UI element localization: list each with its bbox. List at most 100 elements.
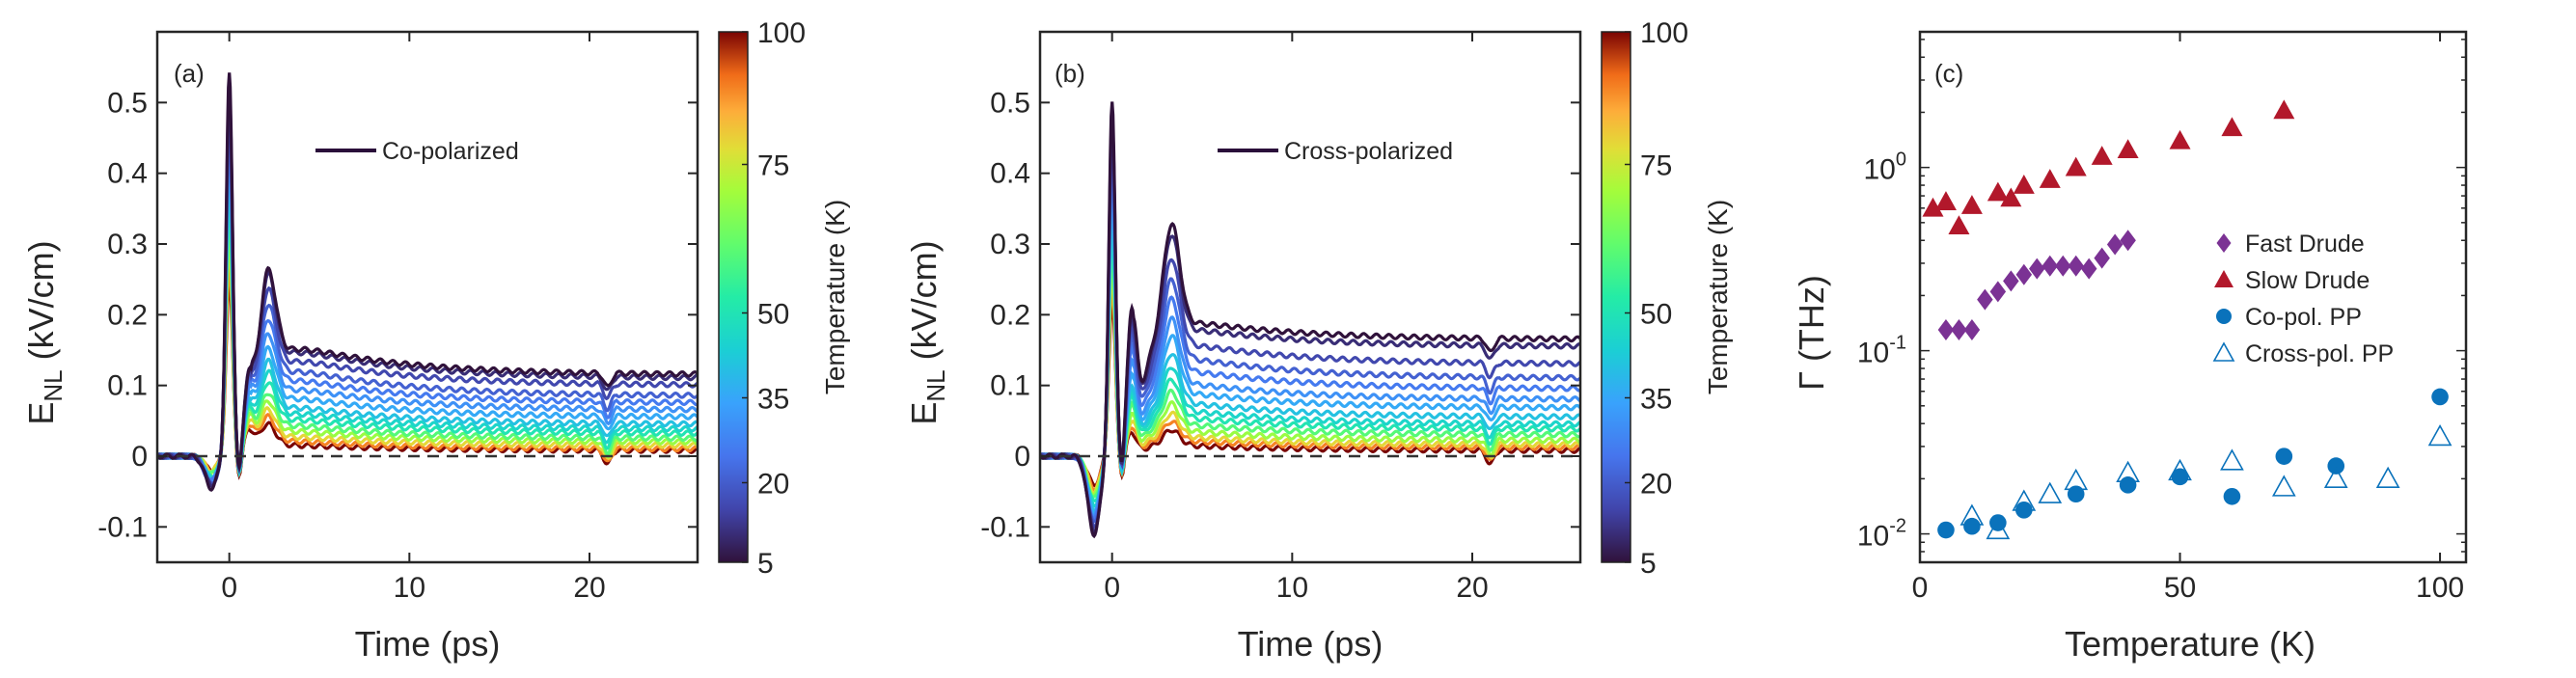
panel-c-legend-label-co-pol-pp: Co-pol. PP (2245, 304, 2362, 331)
panel-b-ylabel-sub: NL (921, 369, 950, 401)
panel-b-ytick-label: 0 (1014, 441, 1030, 473)
panel-c-label: (c) (1934, 59, 1963, 88)
panel-c-point-slow-drude (1948, 215, 1970, 234)
panel-a-colorbar-tick-label: 50 (757, 299, 789, 331)
panel-c-point-slow-drude (2039, 169, 2061, 188)
panel-a-series-5K (155, 72, 699, 492)
panel-c-point-cross-pol-pp (2116, 460, 2140, 483)
panel-a-ytick-label: -0.1 (97, 511, 148, 543)
panel-a-colorbar-gradient (718, 31, 749, 563)
panel-c-point-slow-drude (2065, 156, 2087, 176)
panel-a-ytick-label: 0 (131, 441, 148, 473)
panel-a-colorbar-tick-label: 35 (757, 384, 789, 416)
panel-b-colorbar-gradient (1601, 31, 1631, 563)
panel-b-ylabel: ENL (kV/cm) (904, 240, 950, 424)
panel-c-xlabel: Temperature (K) (2065, 624, 2316, 664)
panel-b-ylabel-main: E (904, 402, 944, 425)
panel-b-colorbar-tick-label: 75 (1640, 150, 1672, 182)
panel-c-point-fast-drude (1977, 288, 1993, 311)
panel-c-point-slow-drude (1987, 181, 2009, 202)
panel-c-point-fast-drude (1951, 318, 1967, 340)
panel-c-xtick-label: 0 (1912, 572, 1929, 604)
panel-a-xtick-label: 10 (394, 572, 425, 604)
panel-c-ytick-exponent: 0 (1896, 149, 1906, 171)
panel-c-frame (1918, 30, 2468, 564)
panel-b-ytick-label: 0.4 (990, 158, 1030, 190)
panel-a-label: (a) (174, 59, 205, 88)
panel-a-ticks: 0 10 20 -0.1 0 0.1 0.2 0.3 0.4 0.5 (97, 32, 698, 604)
panel-c-point-fast-drude (1963, 318, 1981, 340)
panel-b-xtick-label: 10 (1276, 572, 1308, 604)
panel-c-point-co-pol-pp (1937, 521, 1955, 539)
panel-c-point-fast-drude (1989, 281, 2007, 303)
panel-c-point-slow-drude (2000, 187, 2022, 207)
panel-c-point-cross-pol-pp (2375, 466, 2400, 488)
panel-b-xtick-label: 0 (1104, 572, 1120, 604)
panel-c-legend-label-cross-pol-pp: Cross-pol. PP (2245, 340, 2394, 367)
panel-c-point-fast-drude (2120, 230, 2136, 252)
panel-a-colorbar-tick-label: 20 (757, 469, 789, 501)
panel-a-ytick-label: 0.3 (107, 229, 148, 260)
panel-c-point-cross-pol-pp (1986, 517, 2011, 540)
panel-c-point-fast-drude (2054, 255, 2071, 277)
panel-a-ytick-label: 0.4 (107, 158, 148, 190)
panel-c-ytick-label: 10-2 (1857, 516, 1906, 553)
panel-b-colorbar-tick-label: 5 (1640, 548, 1657, 580)
panel-c-point-co-pol-pp (2067, 485, 2085, 503)
panel-c-point-fast-drude (2003, 270, 2019, 292)
panel-c-xtick-label: 100 (2416, 572, 2464, 604)
panel-c-ytick-base: 10 (1857, 521, 1889, 553)
panel-a-ylabel: ENL (kV/cm) (21, 240, 68, 424)
panel-c-point-slow-drude (1922, 197, 1944, 217)
panel-c-point-slow-drude (2013, 175, 2035, 194)
panel-a-chart: 0 10 20 -0.1 0 0.1 0.2 0.3 0.4 0.5 (a) Co-polariz… (21, 17, 850, 664)
panel-a-xtick-label: 0 (221, 572, 237, 604)
panel-b-ylabel-units: (kV/cm) (904, 240, 944, 369)
panel-a-colorbar-label: Temperature (K) (820, 200, 850, 394)
panel-c-point-cross-pol-pp (2220, 448, 2244, 471)
panel-c-point-co-pol-pp (2327, 457, 2345, 475)
panel-a-ylabel-main: E (21, 402, 61, 425)
panel-c-legend-marker-fast-drude (2216, 233, 2232, 253)
panel-c-ytick-base: 10 (1864, 154, 1896, 186)
panel-b-colorbar-tick-label: 50 (1640, 299, 1672, 331)
panel-b-colorbar-label: Temperature (K) (1703, 200, 1733, 394)
panel-c-point-co-pol-pp (1963, 517, 1981, 535)
panel-c-point-co-pol-pp (2431, 388, 2449, 406)
panel-c-xtick-label: 50 (2164, 572, 2196, 604)
panel-c-point-slow-drude (2273, 99, 2295, 120)
panel-b-legend-label: Cross-polarized (1284, 138, 1453, 165)
panel-a-xlabel: Time (ps) (355, 624, 501, 664)
panel-b-xlabel: Time (ps) (1238, 624, 1384, 664)
panel-c-point-cross-pol-pp (2064, 468, 2089, 491)
panel-b-ytick-label: 0.3 (990, 229, 1030, 260)
panel-c-point-cross-pol-pp (1959, 503, 1985, 526)
panel-b-frame (1038, 30, 1582, 564)
panel-b-ytick-label: 0.5 (990, 87, 1030, 119)
panel-c-ytick-exponent: -2 (1889, 516, 1906, 537)
panel-c-point-cross-pol-pp (2323, 466, 2348, 488)
panel-b-xtick-label: 20 (1456, 572, 1488, 604)
panel-c-point-fast-drude (2029, 258, 2045, 280)
panel-c-legend-label-slow-drude: Slow Drude (2245, 267, 2370, 294)
panel-c-legend-label-fast-drude: Fast Drude (2245, 231, 2365, 258)
panel-c-point-cross-pol-pp (2038, 481, 2063, 503)
panel-b-ytick-label: -0.1 (980, 511, 1030, 543)
panel-b-series-5K (1038, 101, 1582, 539)
panel-c-points (1922, 99, 2453, 540)
panel-a-xtick-label: 20 (573, 572, 605, 604)
panel-c-legend-marker-cross-pol-pp (2212, 341, 2235, 362)
panel-c-point-cross-pol-pp (2427, 423, 2453, 447)
panel-c-point-slow-drude (1960, 195, 1983, 214)
panel-c-point-slow-drude (2091, 146, 2113, 165)
panel-c-ytick-label: 100 (1864, 149, 1907, 186)
panel-c-point-co-pol-pp (2119, 476, 2137, 494)
panel-c-point-fast-drude (2080, 258, 2097, 280)
panel-c-ytick-exponent: -1 (1889, 333, 1906, 354)
panel-a-ytick-label: 0.1 (107, 370, 148, 402)
panel-a-ylabel-units: (kV/cm) (21, 240, 61, 369)
panel-c-point-slow-drude (2221, 117, 2243, 137)
